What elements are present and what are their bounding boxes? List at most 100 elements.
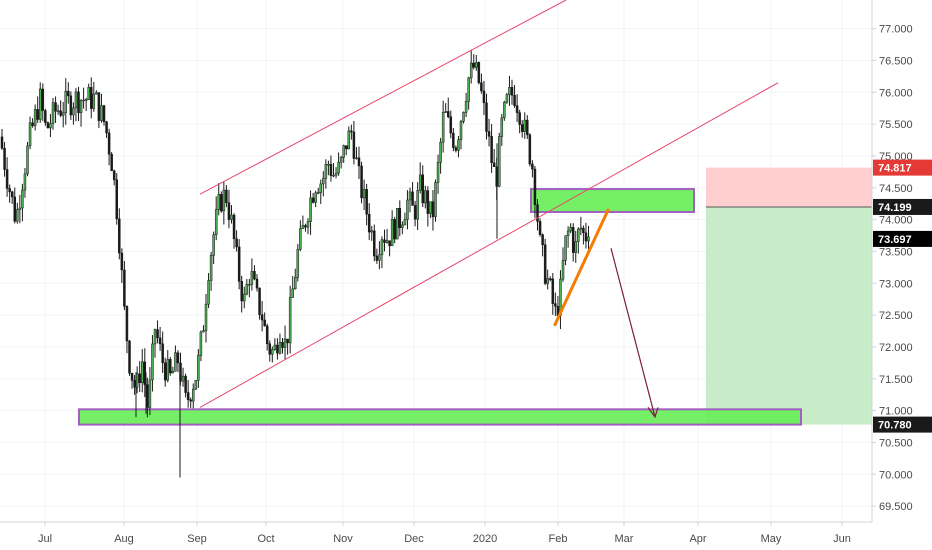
candle	[102, 104, 106, 126]
candle-body	[579, 227, 583, 230]
candle	[138, 361, 141, 393]
candle	[166, 350, 169, 383]
projection-arrow[interactable]	[610, 248, 656, 418]
candle	[156, 320, 159, 344]
candle	[500, 113, 504, 146]
candle	[342, 144, 345, 163]
x-tick-label: Jun	[833, 533, 851, 545]
candle	[181, 367, 185, 387]
candle	[237, 239, 241, 290]
candle-body	[309, 197, 312, 222]
candle-body	[546, 278, 549, 284]
price-badge-label: 73.697	[878, 234, 912, 246]
candle	[367, 203, 371, 241]
candle-body	[163, 362, 167, 381]
candle	[311, 192, 315, 204]
candle-body	[396, 208, 399, 240]
candle-body	[291, 288, 294, 298]
candle-body	[248, 284, 251, 286]
channel-lower-line[interactable]	[199, 82, 779, 408]
candle	[125, 305, 129, 354]
take-profit-zone[interactable]	[706, 206, 872, 425]
candle	[449, 110, 453, 139]
x-tick-label: Mar	[615, 533, 634, 545]
candle-body	[110, 153, 113, 172]
candle-body	[250, 271, 254, 285]
candle	[21, 183, 24, 222]
y-tick-label: 75.500	[879, 119, 913, 131]
y-tick-label: 74.000	[879, 215, 913, 227]
candle	[163, 357, 167, 387]
candle	[8, 184, 11, 203]
candle	[225, 185, 228, 208]
candle-body	[59, 110, 62, 116]
candle-body	[153, 329, 157, 345]
candle-body	[123, 269, 126, 307]
candle-body	[10, 191, 14, 198]
candle-body	[222, 189, 226, 212]
candles	[0, 49, 590, 478]
candle-body	[434, 182, 437, 218]
candle	[571, 223, 575, 262]
candle-body	[367, 213, 371, 233]
candle	[543, 238, 547, 286]
rising-wedge-line[interactable]	[553, 208, 610, 327]
candle	[0, 129, 4, 150]
channel-upper-line[interactable]	[199, 0, 567, 195]
support-zone[interactable]	[78, 408, 802, 426]
candle-body	[156, 329, 159, 339]
candle	[411, 182, 414, 206]
candle	[362, 179, 366, 211]
candle	[214, 196, 218, 241]
candle	[10, 190, 14, 204]
candle	[87, 83, 90, 100]
candle-body	[204, 303, 208, 331]
candle-body	[480, 82, 483, 92]
candle	[199, 330, 203, 362]
y-tick-label: 76.000	[879, 87, 913, 99]
candle-body	[176, 352, 180, 364]
candle	[288, 285, 292, 354]
candle-body	[209, 255, 213, 281]
candle-body	[536, 204, 539, 222]
candle-body	[214, 209, 218, 236]
candle	[426, 186, 430, 227]
resistance-zone[interactable]	[530, 188, 695, 213]
candle	[123, 261, 126, 311]
candle-body	[107, 132, 111, 155]
candle	[388, 240, 391, 257]
candle-body	[418, 174, 422, 191]
candle-body	[56, 110, 60, 113]
candle-body	[564, 235, 567, 261]
candle-body	[0, 136, 4, 149]
position-tool[interactable]	[706, 167, 872, 425]
candle	[100, 93, 103, 123]
candle	[355, 147, 358, 160]
candle	[577, 227, 580, 254]
candle-body	[337, 161, 340, 174]
candle	[332, 163, 335, 178]
candle-body	[217, 194, 220, 210]
candle	[128, 339, 131, 376]
candle-body	[207, 280, 210, 305]
candle-body	[151, 343, 154, 381]
candle	[429, 201, 432, 219]
candle	[184, 373, 187, 398]
candle-body	[543, 244, 547, 284]
drawings[interactable]	[199, 0, 779, 419]
candle-body	[523, 119, 526, 132]
candle	[41, 83, 45, 122]
candle	[385, 228, 389, 244]
candle-body	[46, 122, 50, 129]
candle-body	[416, 190, 419, 220]
candle-body	[240, 281, 243, 302]
stop-loss-zone[interactable]	[706, 167, 872, 207]
candle-body	[526, 119, 529, 136]
candle-body	[265, 325, 269, 345]
candle	[255, 274, 259, 292]
candle	[441, 100, 445, 153]
zones[interactable]	[78, 188, 802, 426]
candle-body	[457, 139, 460, 151]
